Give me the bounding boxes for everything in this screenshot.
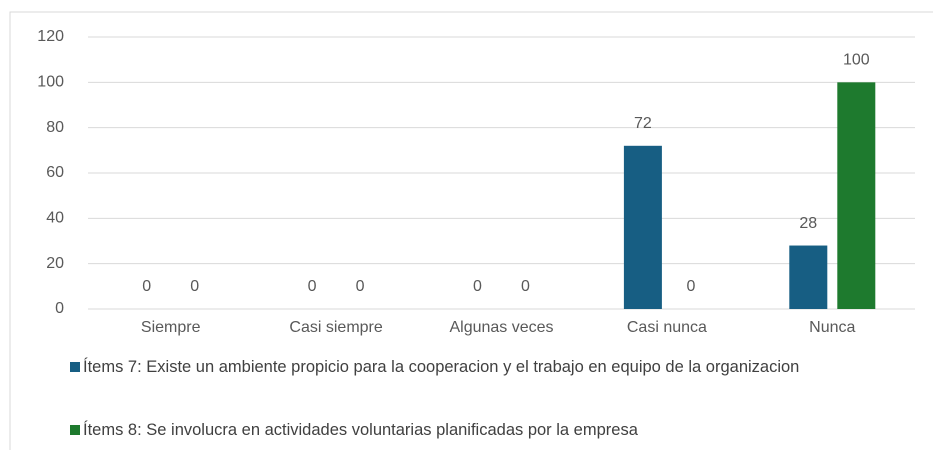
y-tick-label: 60 [46,164,64,181]
bar [789,245,828,309]
data-label: 100 [843,52,870,69]
y-tick-label: 40 [46,210,64,227]
data-label: 0 [356,278,365,295]
legend-swatch [70,362,80,372]
legend-entry: Ítems 7: Existe un ambiente propicio par… [70,357,932,377]
data-label: 0 [190,278,199,295]
data-label: 72 [634,115,652,132]
chart-border [9,11,933,450]
x-tick-label: Casi nunca [627,319,707,336]
data-label: 0 [521,278,530,295]
data-label: 28 [799,215,817,232]
data-label: 0 [308,278,317,295]
y-tick-label: 120 [37,28,64,45]
x-tick-label: Nunca [809,319,855,336]
x-tick-label: Casi siempre [289,319,382,336]
legend-swatch [70,425,80,435]
legend-label: Ítems 8: Se involucra en actividades vol… [83,421,638,439]
y-tick-label: 20 [46,255,64,272]
bar [623,145,662,309]
bar [837,82,876,309]
x-tick-label: Algunas veces [449,319,553,336]
y-tick-label: 100 [37,74,64,91]
legend-label: Ítems 7: Existe un ambiente propicio par… [83,358,800,376]
y-tick-label: 0 [55,300,64,317]
y-tick-label: 80 [46,119,64,136]
data-label: 0 [686,278,695,295]
data-label: 0 [142,278,151,295]
data-label: 0 [473,278,482,295]
x-tick-label: Siempre [141,319,201,336]
legend-entry: Ítems 8: Se involucra en actividades vol… [70,420,932,440]
